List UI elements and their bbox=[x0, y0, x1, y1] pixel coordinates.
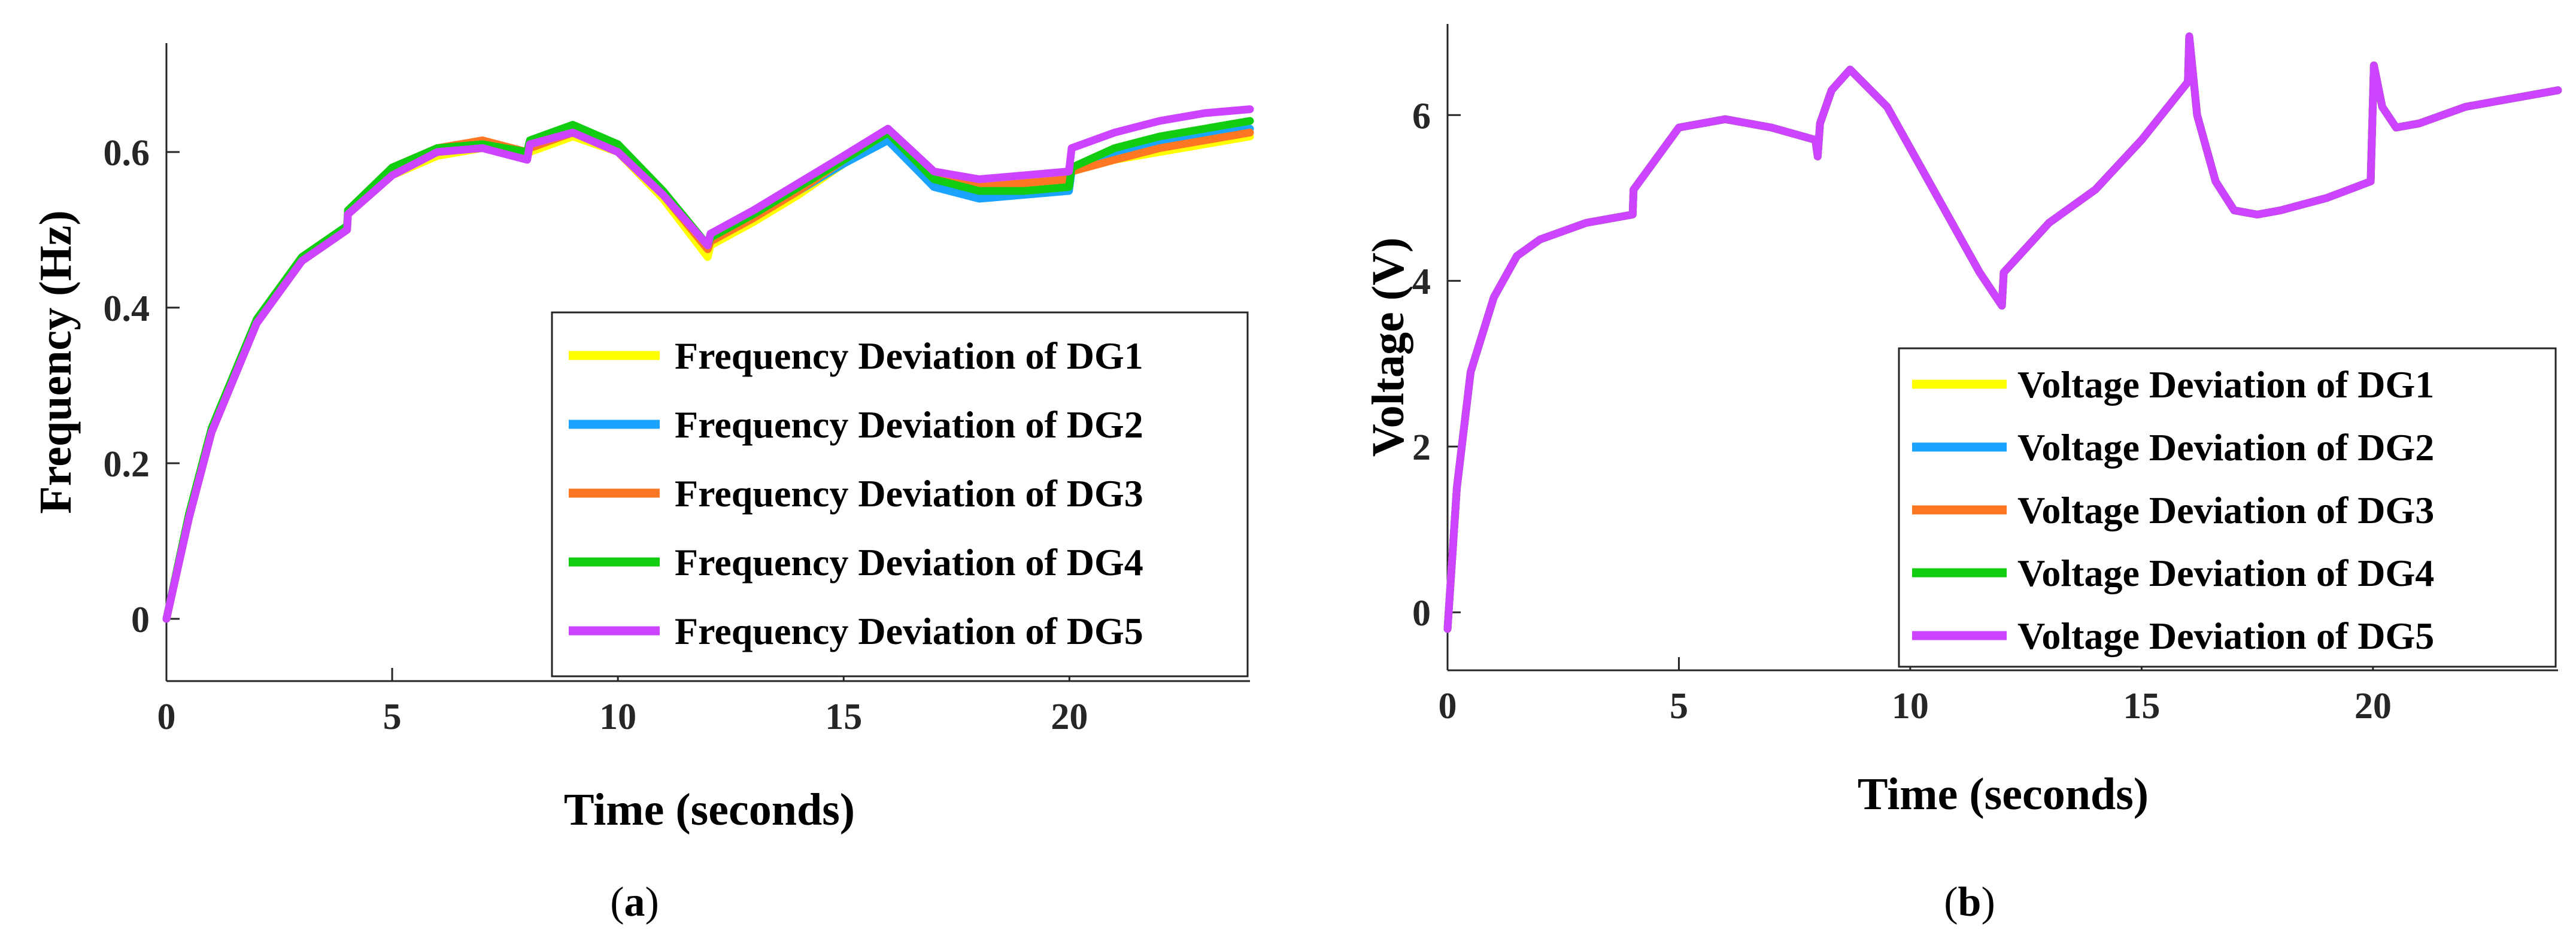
series-line-dg5 bbox=[1443, 32, 2562, 633]
y-axis-title: Voltage (V) bbox=[1363, 238, 1413, 457]
panel-b-voltage-chart: 0 5 10 15 20 0 2 4 6 Time (seconds) Voltage (V) Vol… bbox=[1363, 24, 2562, 925]
caption-open: ( bbox=[1944, 879, 1958, 925]
y-tick-label: 0 bbox=[131, 600, 150, 640]
caption-open: ( bbox=[610, 879, 624, 925]
series-line-dg5 bbox=[162, 105, 1254, 623]
x-tick-label: 0 bbox=[1439, 686, 1457, 727]
x-axis-title: Time (seconds) bbox=[564, 785, 855, 835]
legend-label-dg3: Voltage Deviation of DG3 bbox=[2017, 489, 2434, 531]
legend-label-dg2: Voltage Deviation of DG2 bbox=[2017, 426, 2434, 469]
x-tick-label: 5 bbox=[1670, 686, 1688, 727]
legend-box bbox=[1898, 347, 2557, 668]
x-tick-label: 5 bbox=[383, 697, 402, 737]
x-tick-label: 20 bbox=[1051, 697, 1088, 737]
x-axis-title: Time (seconds) bbox=[1858, 769, 2149, 819]
legend-label-dg3: Frequency Deviation of DG3 bbox=[675, 472, 1143, 515]
legend-label-dg2: Frequency Deviation of DG2 bbox=[675, 403, 1143, 446]
legend-label-dg4: Voltage Deviation of DG4 bbox=[2017, 552, 2434, 594]
legend-label-dg1: Frequency Deviation of DG1 bbox=[675, 335, 1143, 377]
x-tick-label: 20 bbox=[2354, 686, 2392, 727]
caption-close: ) bbox=[645, 879, 659, 925]
y-tick-label: 0.2 bbox=[104, 444, 150, 485]
caption-close: ) bbox=[1981, 879, 1995, 925]
caption-label: a bbox=[624, 879, 645, 925]
y-tick-label: 0.4 bbox=[104, 288, 150, 329]
x-tick-label: 15 bbox=[825, 697, 862, 737]
legend-label-dg5: Frequency Deviation of DG5 bbox=[675, 610, 1143, 652]
x-tick-label: 10 bbox=[1892, 686, 1929, 727]
x-tick-label: 0 bbox=[157, 697, 176, 737]
y-tick-label: 4 bbox=[1412, 262, 1431, 302]
legend-label-dg1: Voltage Deviation of DG1 bbox=[2017, 363, 2434, 406]
legend-label-dg5: Voltage Deviation of DG5 bbox=[2017, 615, 2434, 657]
y-tick-label: 6 bbox=[1412, 96, 1431, 136]
y-axis-title: Frequency (Hz) bbox=[31, 210, 81, 514]
panel-caption: (b) bbox=[1944, 879, 1995, 925]
x-tick-label: 10 bbox=[599, 697, 636, 737]
y-tick-label: 2 bbox=[1412, 427, 1431, 468]
caption-label: b bbox=[1958, 879, 1982, 925]
x-tick-label: 15 bbox=[2123, 686, 2160, 727]
legend-box bbox=[551, 311, 1249, 677]
y-tick-label: 0.6 bbox=[104, 133, 150, 174]
legend-label-dg4: Frequency Deviation of DG4 bbox=[675, 541, 1143, 584]
panel-a-frequency-chart: 0 5 10 15 20 0 0.2 0.4 0.6 Time (seconds) Frequenc… bbox=[31, 43, 1254, 925]
panel-caption: (a) bbox=[610, 879, 659, 925]
y-tick-label: 0 bbox=[1412, 593, 1431, 634]
